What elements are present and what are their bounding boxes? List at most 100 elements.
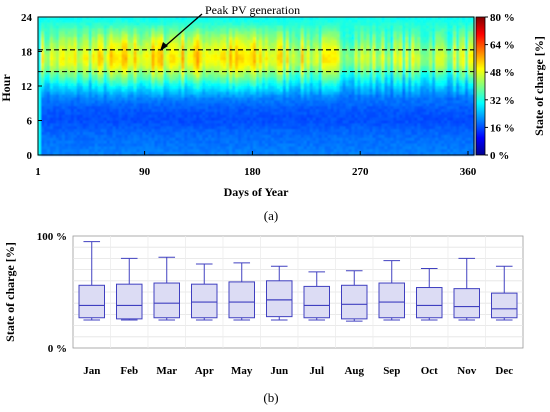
heatmap-cell: [282, 51, 287, 55]
heatmap-cell: [273, 65, 278, 70]
heatmap-cell: [258, 42, 263, 47]
heatmap-cell: [258, 103, 263, 107]
heatmap-cell: [279, 103, 284, 107]
heatmap-cell: [148, 83, 153, 87]
heatmap-cell: [169, 134, 173, 139]
heatmap-cell: [229, 91, 233, 96]
heatmap-cell: [133, 88, 138, 93]
heatmap-cell: [214, 143, 218, 147]
heatmap-cell: [250, 71, 254, 76]
heatmap-cell: [196, 97, 200, 101]
heatmap-cell: [49, 143, 54, 147]
heatmap-cell: [91, 132, 96, 136]
heatmap-cell: [321, 140, 326, 145]
heatmap-cell: [55, 111, 60, 116]
heatmap-cell: [288, 68, 293, 73]
heatmap-cell: [103, 109, 108, 113]
heatmap-cell: [187, 123, 191, 127]
heatmap-cell: [166, 60, 170, 64]
heatmap-cell: [321, 117, 326, 122]
heatmap-cell: [217, 42, 221, 47]
heatmap-cell: [61, 28, 66, 32]
heatmap-cell: [315, 28, 320, 32]
heatmap-cell: [172, 25, 176, 30]
heatmap-cell: [58, 149, 63, 153]
heatmap-cell: [40, 74, 45, 78]
heatmap-cell: [142, 94, 147, 99]
heatmap-cell: [145, 123, 150, 127]
heatmap-cell: [348, 19, 353, 24]
heatmap-cell: [300, 143, 305, 147]
heatmap-cell: [199, 80, 203, 84]
heatmap-cell: [100, 77, 105, 81]
heatmap-cell: [157, 65, 162, 70]
heatmap-cell: [91, 60, 96, 64]
heatmap-cell: [333, 106, 338, 110]
heatmap-cell: [184, 31, 188, 35]
heatmap-cell: [193, 86, 197, 90]
heatmap-cell: [235, 48, 239, 53]
heatmap-cell: [163, 137, 168, 142]
heatmap-cell: [309, 134, 314, 139]
heatmap-cell: [324, 31, 329, 35]
heatmap-cell: [339, 129, 344, 133]
heatmap-cell: [336, 51, 341, 55]
heatmap-cell: [244, 88, 248, 93]
heatmap-cell: [273, 86, 278, 90]
heatmap-cell: [256, 22, 260, 27]
heatmap-cell: [139, 68, 144, 73]
heatmap-cell: [52, 123, 57, 127]
heatmap-cell: [270, 100, 275, 104]
heatmap-cell: [67, 28, 72, 32]
heatmap-cell: [285, 100, 290, 104]
heatmap-cell: [151, 129, 156, 133]
heatmap-cell: [282, 126, 287, 130]
heatmap-cell: [181, 106, 185, 110]
heatmap-cell: [205, 63, 209, 67]
heatmap-cell: [241, 31, 245, 35]
heatmap-cell: [106, 54, 111, 58]
heatmap-cell: [160, 28, 165, 32]
heatmap-cell: [187, 117, 191, 122]
heatmap-cell: [202, 28, 206, 32]
heatmap-cell: [178, 25, 182, 30]
heatmap-cell: [76, 25, 81, 30]
heatmap-cell: [103, 71, 108, 76]
heatmap-cell: [172, 140, 176, 145]
heatmap-cell: [327, 149, 332, 153]
heatmap-cell: [52, 34, 57, 38]
heatmap-cell: [154, 126, 159, 130]
heatmap-cell: [315, 60, 320, 64]
heatmap-cell: [205, 83, 209, 87]
heatmap-cell: [291, 54, 296, 58]
heatmap-cell: [121, 94, 126, 99]
heatmap-cell: [49, 34, 54, 38]
heatmap-cell: [205, 120, 209, 124]
heatmap-cell: [145, 91, 150, 96]
heatmap-cell: [130, 117, 135, 122]
heatmap-cell: [124, 42, 129, 47]
heatmap-cell: [73, 123, 78, 127]
heatmap-cell: [241, 68, 245, 73]
heatmap-cell: [226, 71, 230, 76]
heatmap-cell: [306, 37, 311, 41]
heatmap-cell: [294, 114, 299, 119]
heatmap-cell: [256, 42, 260, 47]
heatmap-cell: [175, 77, 179, 81]
heatmap-cell: [312, 91, 317, 96]
heatmap-cell: [46, 83, 51, 87]
heatmap-cell: [166, 48, 170, 53]
heatmap-cell: [166, 25, 170, 30]
heatmap-cell: [217, 111, 221, 116]
heatmap-cell: [49, 97, 54, 101]
heatmap-cell: [166, 77, 170, 81]
heatmap-cell: [312, 114, 317, 119]
heatmap-cell: [175, 68, 179, 73]
heatmap-cell: [321, 68, 326, 73]
heatmap-cell: [73, 68, 78, 73]
heatmap-cell: [154, 132, 159, 136]
heatmap-cell: [169, 83, 173, 87]
heatmap-cell: [163, 140, 168, 145]
heatmap-cell: [297, 111, 302, 116]
heatmap-cell: [232, 22, 236, 27]
